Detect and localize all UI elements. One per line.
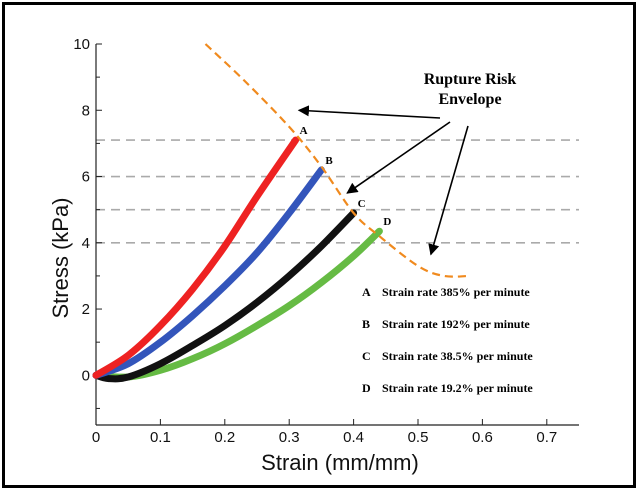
annotation-arrows (297, 105, 469, 256)
x-tick-label: 0 (92, 429, 100, 446)
y-tick-label: 2 (82, 301, 90, 318)
annotation-line-2: Envelope (438, 91, 501, 108)
y-tick-label: 10 (73, 36, 90, 53)
legend: A Strain rate 385% per minute B Strain rate… (362, 285, 533, 395)
point-label-b: B (325, 155, 333, 167)
legend-text-c: Strain rate 38.5% per minute (382, 349, 533, 363)
y-tick-label: 0 (82, 367, 90, 384)
x-tick-label: 0.7 (536, 429, 557, 446)
series-line-b (92, 166, 325, 379)
x-axis-label: Strain (mm/mm) (261, 450, 419, 475)
arrow-2 (428, 125, 469, 256)
legend-text-d: Strain rate 19.2% per minute (382, 381, 533, 395)
legend-text-a: Strain rate 385% per minute (382, 285, 530, 299)
x-axis-ticks: 0 0.1 0.2 0.3 0.4 0.5 0.6 0.7 (92, 419, 557, 446)
series-line-a (92, 136, 300, 379)
legend-key-a: A (362, 285, 371, 299)
arrow-1 (346, 121, 451, 194)
y-tick-label: 4 (82, 235, 90, 252)
x-tick-label: 0.6 (472, 429, 493, 446)
x-tick-label: 0.3 (279, 429, 300, 446)
reference-lines (96, 139, 579, 244)
legend-key-d: D (362, 381, 371, 395)
legend-key-c: C (362, 349, 371, 363)
series-lines (92, 136, 383, 383)
point-label-d: D (383, 216, 391, 228)
envelope-line (204, 43, 470, 278)
series-line-c (92, 209, 358, 383)
x-tick-label: 0.5 (408, 429, 429, 446)
y-axis-label: Stress (kPa) (48, 197, 73, 318)
y-tick-label: 8 (82, 102, 90, 119)
point-labels: A B C D (300, 125, 392, 228)
x-tick-label: 0.4 (343, 429, 364, 446)
legend-key-b: B (362, 317, 370, 331)
x-tick-label: 0.1 (150, 429, 171, 446)
point-label-a: A (300, 125, 308, 137)
y-tick-label: 6 (82, 169, 90, 186)
annotation-line-1: Rupture Risk (424, 71, 517, 88)
point-label-c: C (358, 198, 366, 210)
legend-text-b: Strain rate 192% per minute (382, 317, 530, 331)
y-axis-ticks: 0 2 4 6 8 10 (73, 36, 102, 409)
axes (95, 44, 579, 426)
rupture-envelope (204, 43, 470, 278)
x-tick-label: 0.2 (214, 429, 235, 446)
arrow-0 (297, 105, 441, 119)
